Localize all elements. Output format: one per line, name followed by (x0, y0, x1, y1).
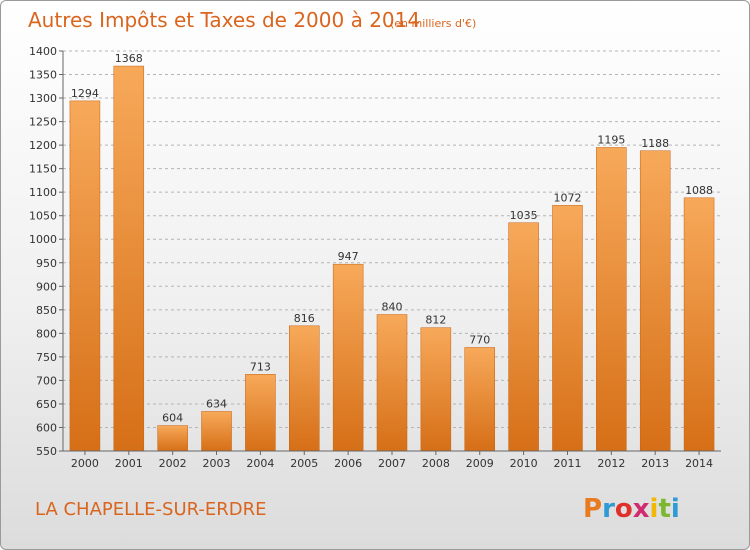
bar (464, 347, 495, 452)
value-label: 713 (250, 360, 271, 373)
x-axis-labels: 2000 2001 2002 2003 2004 2005 2006 2007 2008 2009… (71, 451, 713, 470)
bar (157, 425, 188, 452)
proxiti-logo: Proxiti (583, 494, 680, 524)
bar (201, 411, 232, 452)
value-label: 1294 (71, 87, 99, 100)
value-label: 634 (206, 397, 227, 410)
chart-subtitle: (en milliers d'€) (390, 17, 476, 30)
bar (376, 314, 408, 452)
x-tick-label: 2003 (203, 457, 231, 470)
value-label: 1368 (115, 52, 143, 65)
logo-letter: i (671, 494, 680, 524)
y-tick-label: 900 (36, 280, 57, 293)
y-tick-label: 1150 (29, 163, 57, 176)
logo-letter: t (658, 494, 670, 524)
bar (113, 65, 145, 452)
x-tick-label: 2006 (334, 457, 362, 470)
value-label: 812 (425, 314, 446, 327)
value-label: 1072 (553, 191, 581, 204)
y-tick-label: 1350 (29, 69, 57, 82)
bar (69, 100, 101, 452)
x-tick-label: 2004 (246, 457, 274, 470)
y-tick-label: 1400 (29, 45, 57, 58)
logo-letter: i (650, 494, 659, 524)
y-tick-label: 1250 (29, 116, 57, 129)
y-tick-label: 750 (36, 351, 57, 364)
logo-letter: o (615, 494, 633, 524)
x-tick-label: 2000 (71, 457, 99, 470)
x-tick-label: 2012 (597, 457, 625, 470)
value-label: 816 (294, 312, 315, 325)
value-label: 1188 (641, 137, 669, 150)
x-tick-label: 2002 (159, 457, 187, 470)
bar (420, 327, 452, 452)
y-tick-label: 1200 (29, 139, 57, 152)
y-tick-label: 550 (36, 445, 57, 458)
x-tick-label: 2007 (378, 457, 406, 470)
y-tick-label: 1100 (29, 186, 57, 199)
bar (552, 205, 583, 452)
x-tick-label: 2011 (553, 457, 581, 470)
y-tick-label: 1050 (29, 210, 57, 223)
bar (596, 147, 627, 452)
x-tick-label: 2013 (641, 457, 669, 470)
logo-letter: x (633, 494, 650, 524)
bar (508, 222, 539, 452)
bars (69, 65, 715, 452)
bar (639, 150, 671, 452)
value-labels: 1294 1368 604 634 713 816 947 840 812 770 1035 1072… (71, 52, 713, 425)
value-label: 1088 (685, 184, 713, 197)
y-axis-ticks: 550 600 650 700 750 800 850 900 950 1000 1050 1100 1… (29, 45, 63, 458)
value-label: 1035 (510, 209, 538, 222)
chart-title: Autres Impôts et Taxes de 2000 à 2014 (28, 8, 420, 32)
logo-letter: r (602, 494, 615, 524)
value-label: 1195 (597, 133, 625, 146)
value-label: 770 (469, 333, 490, 346)
x-tick-label: 2014 (685, 457, 713, 470)
value-label: 604 (162, 412, 183, 425)
location-label: LA CHAPELLE-SUR-ERDRE (35, 499, 267, 520)
y-tick-label: 1000 (29, 233, 57, 246)
y-tick-label: 950 (36, 257, 57, 270)
y-tick-label: 1300 (29, 92, 57, 105)
bar (289, 325, 320, 452)
x-tick-label: 2005 (290, 457, 318, 470)
y-tick-label: 600 (36, 421, 57, 434)
bar (245, 374, 276, 452)
value-label: 840 (382, 301, 403, 314)
x-tick-label: 2008 (422, 457, 450, 470)
y-tick-label: 650 (36, 398, 57, 411)
value-label: 947 (338, 250, 359, 263)
y-tick-label: 700 (36, 374, 57, 387)
x-tick-label: 2009 (466, 457, 494, 470)
bar (683, 197, 715, 452)
y-tick-label: 800 (36, 327, 57, 340)
logo-letter: P (583, 494, 602, 524)
x-tick-label: 2010 (510, 457, 538, 470)
y-tick-label: 850 (36, 304, 57, 317)
x-tick-label: 2001 (115, 457, 143, 470)
bar (332, 263, 364, 452)
